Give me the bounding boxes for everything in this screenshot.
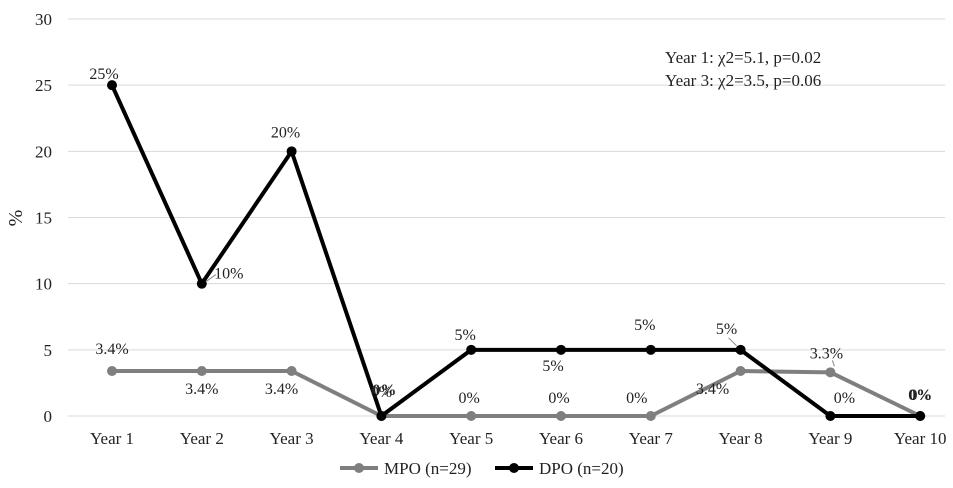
data-point [286, 366, 297, 377]
data-point [556, 411, 566, 421]
data-label-mpo: 3.4% [696, 381, 729, 398]
data-point [645, 411, 656, 421]
y-tick-label: 25 [35, 76, 52, 95]
data-point [556, 344, 566, 355]
data-point [645, 344, 656, 355]
label-leader-line [728, 337, 737, 347]
x-tick-label: Year 6 [539, 429, 583, 448]
y-tick-label: 15 [35, 209, 52, 228]
series-line-dpo [110, 84, 921, 418]
y-tick-label: 5 [44, 341, 53, 360]
data-label-mpo: 3.4% [95, 341, 128, 358]
label-leader-line [831, 360, 835, 367]
legend-label: DPO (n=20) [539, 459, 624, 478]
stats-annotation: Year 3: χ2=3.5, p=0.06 [665, 71, 821, 90]
x-tick-label: Year 8 [719, 429, 763, 448]
data-label-dpo: 10% [214, 266, 243, 283]
data-label-mpo: 0% [459, 390, 480, 407]
data-label-mpo: 0% [371, 384, 392, 401]
legend-marker [509, 463, 519, 473]
y-axis-label: % [5, 210, 27, 227]
grid-layer [68, 18, 945, 417]
y-tick-label: 0 [44, 407, 53, 426]
x-tick-label: Year 1 [90, 429, 134, 448]
data-label-mpo: 0% [548, 390, 569, 407]
y-tick-label: 20 [35, 142, 52, 161]
data-label-dpo: 25% [89, 66, 118, 83]
series-line-mpo [112, 369, 922, 418]
x-tick-label: Year 3 [270, 429, 314, 448]
data-point [735, 366, 746, 377]
label-leader-line [205, 274, 217, 283]
data-label-mpo: 3.3% [810, 345, 843, 362]
data-point [825, 367, 836, 378]
data-point [825, 411, 836, 421]
data-point [915, 411, 926, 421]
stats-annotation: Year 1: χ2=5.1, p=0.02 [665, 48, 821, 67]
data-label-dpo: 5% [542, 358, 563, 375]
data-label-layer: 3.4% 3.4% 3.4% 0% 0% 0% 0% 3.4% 3.3% 0% 25% 10% 20% 0… [89, 66, 932, 407]
data-point [196, 366, 207, 377]
data-label-mpo: 0% [910, 387, 931, 404]
x-tick-label: Year 7 [629, 429, 674, 448]
data-point [735, 344, 746, 355]
legend-label: MPO (n=29) [384, 459, 472, 478]
data-label-dpo: 0% [834, 390, 855, 407]
legend-item-dpo: DPO (n=20) [495, 459, 624, 478]
data-label-dpo: 0% [908, 387, 932, 404]
data-point [286, 146, 297, 157]
x-tick-label: Year 5 [449, 429, 493, 448]
x-tick-label: Year 10 [894, 429, 947, 448]
data-label-dpo: 5% [716, 321, 737, 338]
y-tick-label: 30 [35, 10, 52, 29]
data-point [196, 278, 207, 289]
data-label-dpo: 0% [372, 382, 396, 399]
data-point [376, 411, 387, 421]
legend: MPO (n=29) DPO (n=20) [340, 459, 624, 478]
x-tick-label: Year 4 [359, 429, 404, 448]
data-point [466, 344, 477, 355]
annotation-layer: Year 1: χ2=5.1, p=0.02 Year 3: χ2=3.5, p=… [665, 48, 821, 90]
data-label-mpo: 0% [626, 390, 647, 407]
x-tick-label: Year 2 [180, 429, 224, 448]
data-point [107, 366, 117, 377]
y-tick-label: 10 [35, 275, 52, 294]
data-point [107, 80, 117, 91]
axis-layer: 0 5 10 15 20 25 30% Year 1 Year 2 Year 3 Year 4 Yea… [5, 10, 946, 448]
data-point [466, 411, 477, 421]
data-label-dpo: 20% [271, 124, 300, 141]
data-label-mpo: 3.4% [185, 381, 218, 398]
series-layer [107, 80, 926, 421]
data-label-dpo: 5% [455, 327, 476, 344]
legend-item-mpo: MPO (n=29) [340, 459, 472, 478]
x-tick-label: Year 9 [808, 429, 852, 448]
data-label-dpo: 5% [634, 317, 655, 334]
data-label-mpo: 3.4% [265, 381, 298, 398]
legend-marker [354, 463, 364, 473]
